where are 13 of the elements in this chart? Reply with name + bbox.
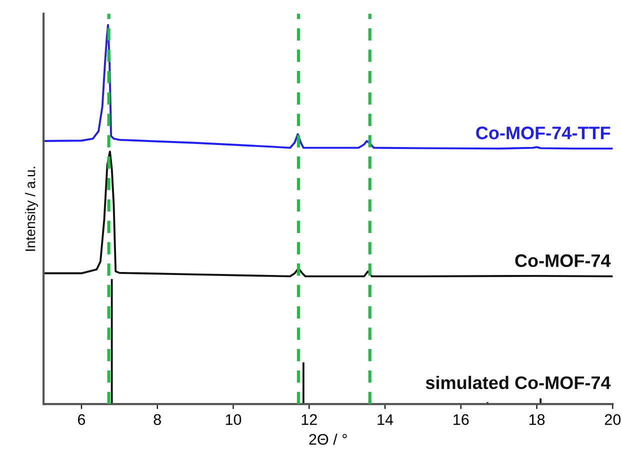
x-tick-label: 12 (302, 414, 317, 425)
x-tick-label: 8 (154, 414, 161, 426)
series-label: Co-MOF-74-TTF (476, 126, 610, 140)
x-tick-label: 16 (454, 414, 469, 426)
x-axis-title: 2Θ / ° (309, 434, 347, 445)
x-tick-label: 6 (78, 414, 86, 426)
x-tick-label: 20 (604, 414, 621, 426)
series-label: Co-MOF-74 (515, 254, 611, 268)
x-tick-label: 14 (378, 414, 394, 425)
x-tick-label: 10 (226, 414, 242, 426)
x-tick-label: 18 (529, 414, 545, 426)
y-axis-title: Intensity / a.u. (25, 166, 38, 251)
series-label: simulated Co-MOF-74 (426, 376, 611, 390)
